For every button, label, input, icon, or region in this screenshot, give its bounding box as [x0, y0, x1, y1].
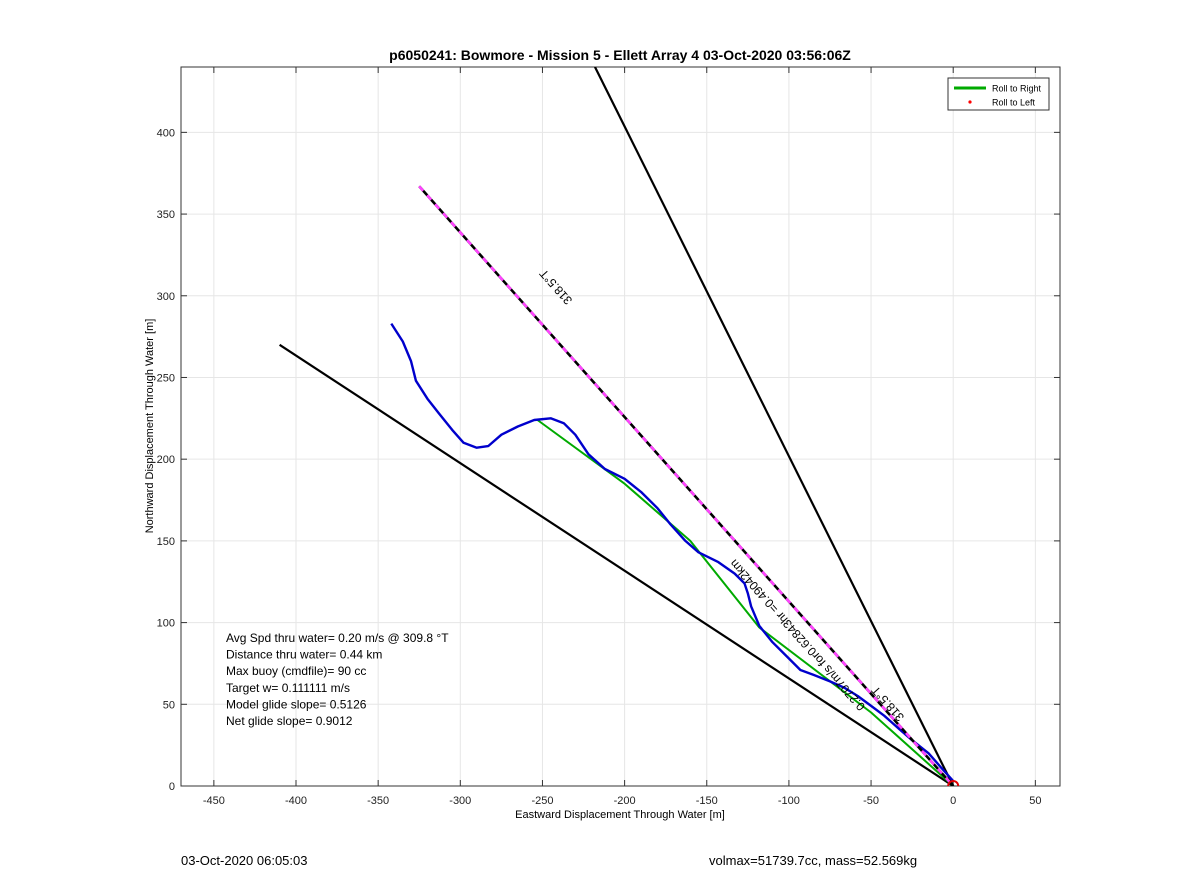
x-tick-label: -250 [531, 795, 553, 807]
y-tick-label: 100 [157, 618, 175, 630]
stats-line: Model glide slope= 0.5126 [226, 697, 367, 711]
y-tick-label: 300 [157, 291, 175, 303]
y-tick-label: 350 [157, 209, 175, 221]
y-tick-label: 400 [157, 127, 175, 139]
x-tick-label: -450 [203, 795, 225, 807]
series-line [536, 419, 954, 786]
stats-line: Distance thru water= 0.44 km [226, 648, 382, 662]
x-tick-label: -100 [778, 795, 800, 807]
x-tick-label: -300 [449, 795, 471, 807]
legend: Roll to Right Roll to Left [947, 77, 1050, 111]
plot-frame [180, 66, 1061, 787]
axes: -450 -400 -350 -300 -250 -200 -150 -100 -50 0 50 0 5… [157, 66, 1061, 807]
y-axis-label: Northward Displacement Through Water [m] [144, 319, 156, 534]
y-tick-label: 50 [163, 699, 175, 711]
footer-volmax-mass: volmax=51739.7cc, mass=52.569kg [709, 853, 918, 868]
x-tick-label: -150 [696, 795, 718, 807]
y-tick-label: 0 [169, 781, 175, 793]
x-tick-label: -50 [863, 795, 879, 807]
origin-marker [947, 780, 960, 786]
y-tick-label: 250 [157, 372, 175, 384]
stats-line: Net glide slope= 0.9012 [226, 714, 353, 728]
stats-line: Max buoy (cmdfile)= 90 cc [226, 664, 366, 678]
stats-line: Target w= 0.111111 m/s [226, 681, 350, 695]
x-tick-label: 50 [1029, 795, 1041, 807]
y-tick-label: 150 [157, 536, 175, 548]
stats-line: Avg Spd thru water= 0.20 m/s @ 309.8 °T [226, 631, 449, 645]
legend-label: Roll to Left [992, 98, 1036, 108]
legend-box [947, 77, 1050, 111]
y-tick-label: 200 [157, 454, 175, 466]
series-line [390, 322, 955, 782]
x-tick-label: 0 [950, 795, 956, 807]
grid-lines [181, 67, 1060, 787]
stats-box: Avg Spd thru water= 0.20 m/s @ 309.8 °T D… [226, 631, 449, 728]
data-series [278, 67, 960, 786]
x-axis-label: Eastward Displacement Through Water [m] [515, 809, 725, 821]
x-tick-label: -350 [367, 795, 389, 807]
series-line-dashed [418, 185, 955, 786]
plot-background [181, 67, 1060, 786]
chart-title: p6050241: Bowmore - Mission 5 - Ellett A… [389, 47, 851, 63]
footer-timestamp: 03-Oct-2020 06:05:03 [181, 853, 308, 868]
series-line [594, 67, 955, 786]
legend-swatch-dot [968, 100, 972, 104]
series-line [278, 343, 954, 786]
legend-label: Roll to Right [992, 84, 1042, 94]
x-tick-label: -200 [614, 795, 636, 807]
x-tick-label: -400 [285, 795, 307, 807]
